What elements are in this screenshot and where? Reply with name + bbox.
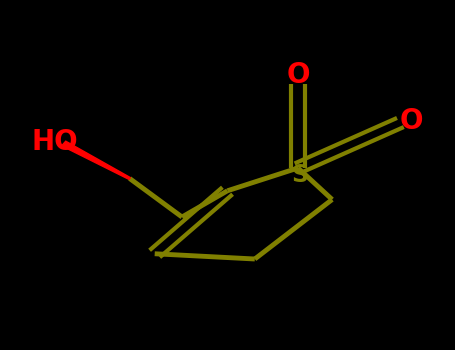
Text: S: S — [292, 163, 309, 187]
Text: O: O — [286, 61, 310, 89]
Text: HO: HO — [31, 128, 78, 156]
Text: O: O — [400, 107, 424, 135]
Polygon shape — [61, 141, 131, 179]
